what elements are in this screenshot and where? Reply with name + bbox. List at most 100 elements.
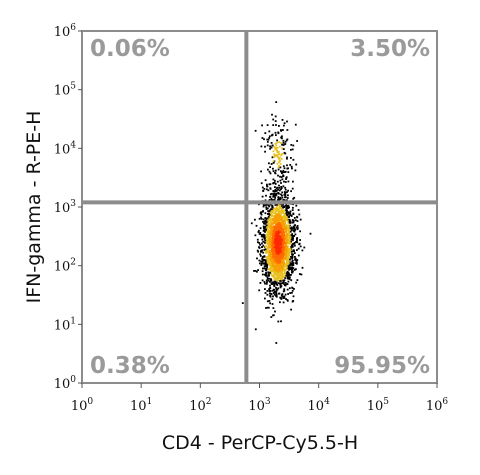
event-dot [284, 246, 287, 248]
event-dot [275, 213, 278, 216]
event-dot [286, 238, 289, 240]
event-dot [291, 187, 294, 190]
event-dot [273, 238, 276, 241]
event-dot [270, 142, 273, 144]
event-dot [287, 180, 290, 183]
event-dot [260, 213, 263, 216]
event-dot [265, 251, 267, 254]
event-dot [293, 252, 296, 254]
event-dot [295, 262, 297, 264]
event-dot [289, 292, 291, 294]
y-tick-label: 105 [54, 82, 77, 99]
event-dot [292, 262, 295, 264]
event-dot [265, 194, 267, 197]
event-dot [281, 194, 283, 197]
event-dot [269, 295, 272, 298]
event-dot [284, 194, 287, 197]
event-dot [281, 278, 283, 280]
event-dot [259, 243, 261, 246]
event-dot [275, 342, 278, 344]
quadrant-label-bottom-right: 95.95% [334, 353, 430, 379]
event-dot [294, 123, 297, 126]
event-dot [273, 225, 275, 228]
event-dot [268, 239, 271, 241]
event-dot [290, 246, 293, 248]
event-dot [270, 234, 273, 236]
event-dot [284, 192, 286, 195]
event-dot [284, 188, 287, 191]
event-dot [276, 272, 279, 275]
event-dot [278, 236, 281, 239]
event-dot [280, 233, 283, 236]
event-dot [288, 266, 291, 269]
event-dot [269, 243, 272, 246]
event-dot [282, 222, 285, 225]
event-dot [268, 223, 270, 226]
event-dot [301, 249, 304, 252]
event-dot [286, 218, 288, 221]
event-dot [276, 229, 279, 231]
event-dot [283, 247, 285, 249]
event-dot [276, 234, 279, 237]
event-dot [268, 183, 271, 186]
event-dot [292, 206, 294, 209]
event-dot [294, 228, 296, 231]
event-dot [281, 241, 284, 244]
event-dot [291, 256, 294, 259]
event-dot [267, 255, 270, 258]
event-dot [273, 289, 275, 291]
event-dot [261, 242, 263, 245]
event-dot [300, 273, 303, 276]
event-dot [276, 139, 278, 142]
event-dot [261, 262, 263, 265]
event-dot [267, 231, 270, 233]
event-dot [291, 221, 294, 224]
event-dot [276, 207, 279, 210]
event-dot [273, 276, 276, 279]
event-dot [264, 132, 267, 134]
event-dot [280, 297, 282, 300]
event-dot [272, 307, 275, 309]
event-dot [295, 259, 297, 262]
event-dot [265, 268, 268, 270]
event-dot [269, 280, 271, 283]
event-dot [254, 218, 256, 221]
x-axis-ticks: 100 101 102 103 104 105 106 [71, 383, 448, 414]
event-dot [276, 263, 279, 266]
event-dot [293, 217, 296, 219]
event-dot [273, 251, 276, 254]
event-dot [266, 261, 269, 263]
event-dot [272, 178, 275, 181]
event-dot [279, 225, 282, 228]
event-dot [271, 283, 274, 285]
event-dot [277, 241, 280, 243]
event-dot [266, 300, 269, 303]
event-dot [274, 183, 277, 185]
event-dot [278, 184, 280, 187]
x-tick-label: 103 [248, 397, 271, 414]
event-dot [270, 198, 273, 200]
event-dot [270, 224, 272, 227]
event-dot [292, 264, 295, 267]
event-dot [283, 209, 286, 212]
x-tick-label: 100 [71, 397, 94, 414]
event-dot [269, 193, 272, 196]
event-dot [268, 254, 271, 257]
event-dot [272, 295, 274, 298]
event-dot [272, 118, 275, 121]
event-dot [268, 229, 271, 232]
event-dot [284, 270, 286, 272]
event-dot [282, 203, 284, 206]
event-dot [294, 224, 296, 227]
event-dot [287, 242, 290, 245]
event-dot [273, 246, 276, 248]
event-dot [289, 229, 291, 231]
event-dot [270, 215, 273, 218]
event-dot [291, 233, 294, 235]
event-dot [275, 144, 278, 147]
event-dot [276, 243, 279, 245]
event-dot [281, 172, 283, 175]
event-dot [289, 258, 291, 261]
event-dot [270, 220, 272, 222]
